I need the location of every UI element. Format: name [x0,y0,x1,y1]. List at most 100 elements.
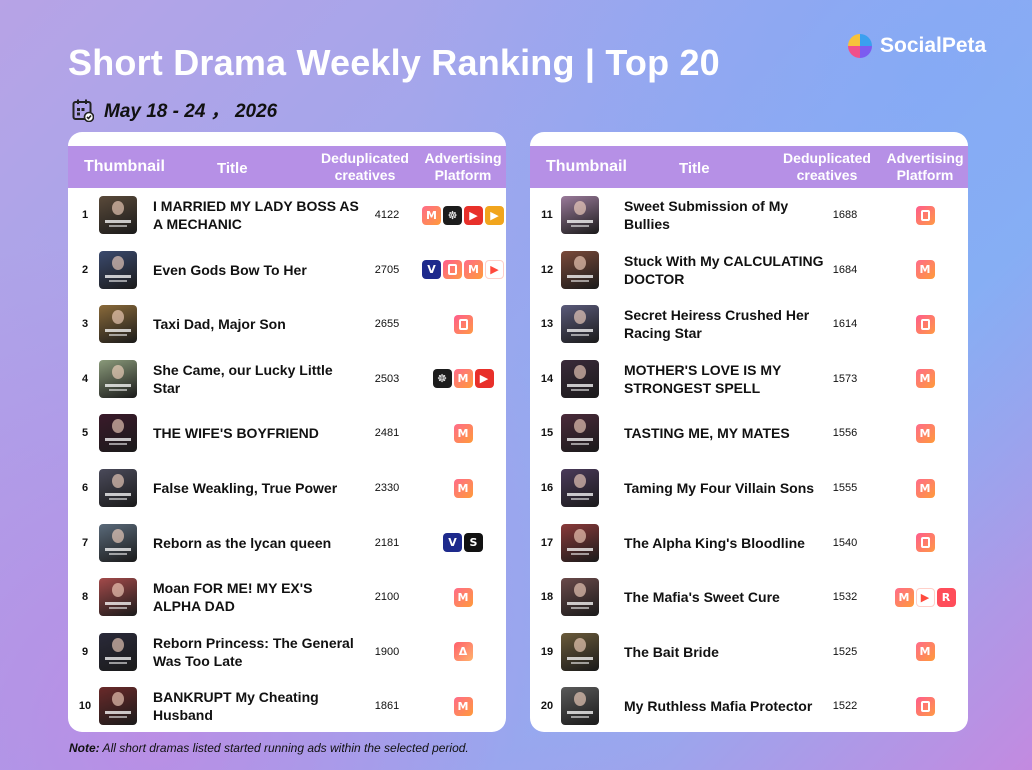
platform-icons [420,297,506,351]
m-icon: M [915,260,935,280]
d-icon [453,314,473,334]
table-row: 14 MOTHER'S LOVE IS MY STRONGEST SPELL 157… [530,352,968,406]
drama-title: Moan FOR ME! MY EX'S ALPHA DAD [153,580,313,615]
drama-title: The Mafia's Sweet Cure [624,589,780,606]
table-row: 6 False Weakling, True Power 2330 M [68,461,506,515]
table-row: 19 The Bait Bride 1525 M [530,625,968,679]
rank-number: 13 [540,318,554,331]
calendar-icon [72,99,94,122]
drama-thumbnail [99,359,137,398]
platform-icons: M ▶ R [882,570,968,624]
rank-number: 1 [81,209,89,221]
drama-thumbnail [561,359,599,398]
d-icon [915,533,935,553]
note-label: Note: [69,741,100,755]
header-thumbnail: Thumbnail [84,158,165,175]
drama-thumbnail [99,305,137,344]
m-icon: M [915,423,935,443]
rank-number: 4 [81,372,89,385]
platform-icons: M [882,243,968,297]
creatives-count: 1555 [832,482,858,494]
creatives-count: 1614 [832,318,858,331]
m-icon: M [915,478,935,498]
creatives-count: 1573 [832,372,858,385]
reel-icon: ☸ [432,369,452,389]
drama-thumbnail [99,578,137,617]
table-row: 4 She Came, our Lucky Little Star 2503 ☸ M ▶ [68,352,506,406]
rank-number: 5 [81,427,89,440]
creatives-count: 2705 [374,263,400,276]
header-deduplicated: Deduplicated creatives [783,150,871,183]
creatives-count: 2181 [374,536,400,549]
platform-icons: M [420,679,506,732]
brand-name: SocialPeta [880,34,987,57]
platform-icons [882,188,968,242]
table-row: 7 Reborn as the lycan queen 2181 V S [68,516,506,570]
table-header: Thumbnail Title Deduplicated creatives A… [530,146,968,188]
rank-number: 9 [81,645,89,658]
creatives-count: 1688 [832,209,858,221]
creatives-count: 1556 [832,427,858,440]
drama-thumbnail [99,196,137,234]
m-icon: M [915,369,935,389]
platform-icons: ☸ M ▶ [420,352,506,406]
table-row: 18 The Mafia's Sweet Cure 1532 M ▶ R [530,570,968,624]
m-icon: M [453,587,473,607]
reel-icon: ☸ [443,205,462,225]
drama-thumbnail [99,414,137,453]
table-header: Thumbnail Title Deduplicated creatives A… [68,146,506,188]
drama-title: Even Gods Bow To Her [153,261,307,278]
m-icon: M [894,587,914,607]
platform-icons: V M ▶ [420,243,506,297]
table-row: 12 Stuck With My CALCULATING DOCTOR 1684 M [530,243,968,297]
platform-icons: Δ [420,625,506,679]
footnote: Note: All short dramas listed started ru… [69,741,469,755]
socialpeta-logo-icon [848,34,872,58]
table-row: 8 Moan FOR ME! MY EX'S ALPHA DAD 2100 M [68,570,506,624]
drama-title: I MARRIED MY LADY BOSS AS A MECHANIC [153,198,359,232]
table-row: 13 Secret Heiress Crushed Her Racing Star… [530,297,968,351]
creatives-count: 1525 [832,645,858,658]
drama-title: TASTING ME, MY MATES [624,425,790,442]
header-title: Title [679,160,710,177]
drama-title: Reborn as the lycan queen [153,534,332,551]
table-row: 16 Taming My Four Villain Sons 1555 M [530,461,968,515]
rank-number: 15 [540,427,554,440]
ranking-panel-right: Thumbnail Title Deduplicated creatives A… [530,132,968,732]
date-text: May 18 - 24 ， 2026 [104,101,278,122]
red-play-icon: ▶ [474,369,494,389]
rank-number: 18 [540,591,554,604]
drama-title: Sweet Submission of My Bullies [624,198,789,232]
platform-icons: M [420,570,506,624]
drama-thumbnail [561,578,599,617]
date-range: May 18 - 24 ， 2026 [72,96,277,123]
creatives-count: 1540 [832,536,858,549]
header-thumbnail: Thumbnail [546,158,627,175]
table-row: 20 My Ruthless Mafia Protector 1522 [530,679,968,732]
m-icon: M [464,260,483,280]
note-text: All short dramas listed started running … [99,741,469,755]
creatives-count: 2100 [374,591,400,604]
red-play-icon: ▶ [464,205,483,225]
drama-thumbnail [561,196,599,234]
drama-title: BANKRUPT My Cheating Husband [153,689,319,724]
drama-title: Reborn Princess: The General Was Too Lat… [153,634,354,669]
creatives-count: 1900 [374,645,400,658]
platform-icons: M [882,352,968,406]
creatives-count: 1522 [832,700,858,713]
m-icon: M [453,369,473,389]
brand: SocialPeta [846,31,986,61]
play-icon: ▶ [485,260,504,280]
d-icon [915,314,935,334]
m-icon: M [453,423,473,443]
rank-number: 10 [78,700,92,713]
a-icon: Δ [453,642,473,662]
platform-icons [882,516,968,570]
table-row: 5 THE WIFE'S BOYFRIEND 2481 M [68,406,506,460]
table-row: 9 Reborn Princess: The General Was Too La… [68,625,506,679]
drama-thumbnail [99,469,137,507]
drama-title: The Alpha King's Bloodline [624,534,805,551]
d-icon [443,260,462,280]
header-deduplicated: Deduplicated creatives [321,150,409,183]
creatives-count: 2330 [374,482,400,494]
